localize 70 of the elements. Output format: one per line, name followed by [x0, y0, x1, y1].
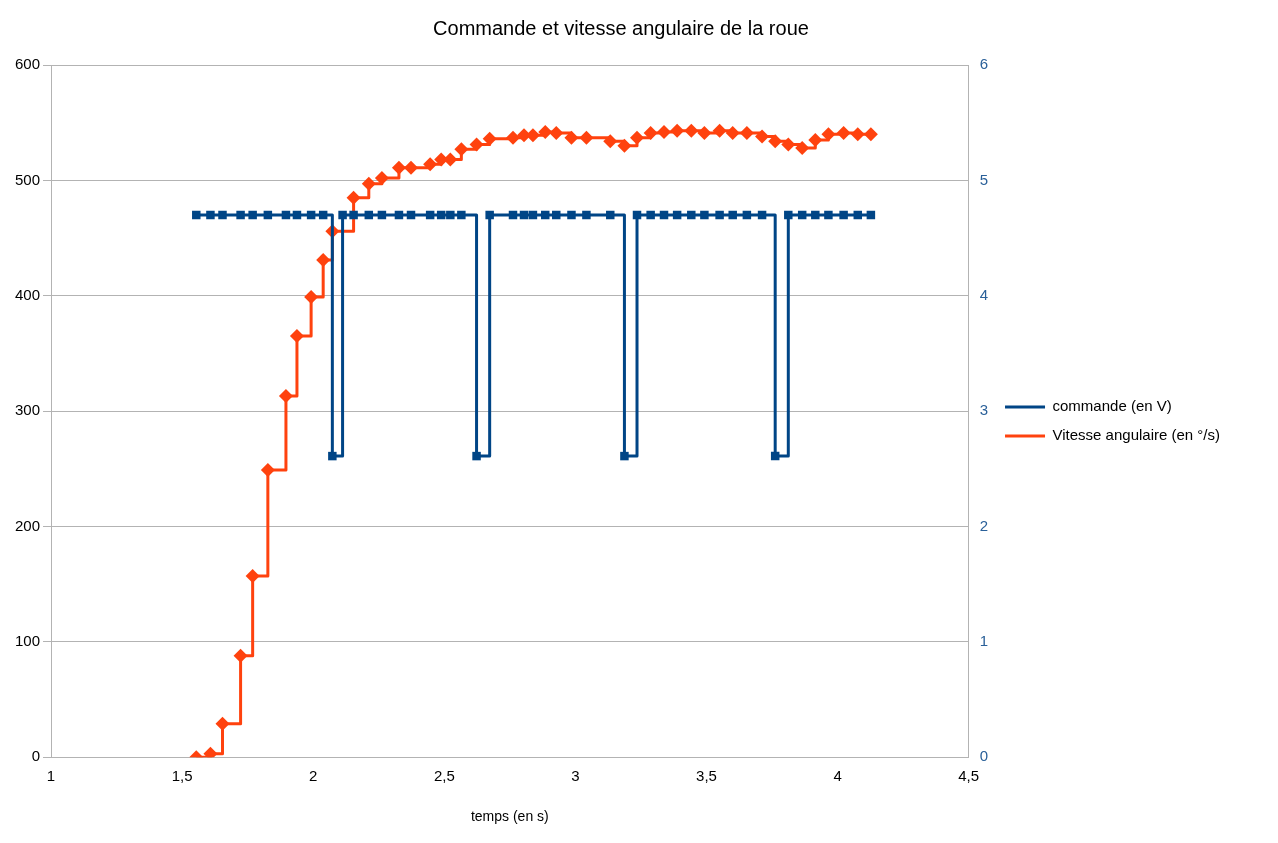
point: [316, 252, 331, 267]
point: [374, 171, 389, 186]
point: [538, 124, 553, 139]
x-tick-label: 1,5: [171, 767, 193, 785]
point: [203, 746, 218, 758]
y-tick-label: 200: [15, 516, 41, 534]
y2-tick-label: 6: [979, 55, 989, 73]
x-tick-label: 3: [571, 767, 580, 785]
point: [630, 130, 645, 145]
point: [404, 160, 419, 175]
y2-tick-label: 0: [979, 747, 989, 765]
x-tick-label: 4,5: [958, 767, 980, 785]
point: [643, 126, 658, 141]
point: [469, 137, 484, 152]
legend-label: commande (en V): [1052, 397, 1172, 415]
y-tick-label: 100: [15, 631, 41, 649]
legend-label: Vitesse angulaire (en °/s): [1052, 426, 1221, 444]
point: [278, 389, 293, 404]
point: [863, 127, 878, 142]
y2-tick-label: 4: [979, 285, 989, 303]
x-tick-label: 3,5: [696, 767, 717, 785]
point: [684, 123, 699, 138]
point: [781, 137, 796, 152]
point: [670, 123, 685, 138]
x-tick-label: 1: [46, 767, 56, 785]
x-tick-label: 2: [309, 767, 318, 785]
y-tick-label: 400: [15, 285, 41, 303]
point: [260, 462, 275, 477]
y2-tick-label: 1: [979, 631, 989, 649]
point: [603, 134, 618, 149]
point: [304, 289, 319, 304]
y-tick-label: 0: [31, 747, 41, 765]
point: [482, 131, 497, 146]
point: [361, 176, 376, 191]
point: [821, 127, 836, 142]
y-tick-label: 300: [15, 401, 41, 419]
point: [850, 127, 865, 142]
point: [245, 569, 260, 584]
point: [233, 648, 248, 663]
point: [346, 190, 361, 205]
x-axis-title: temps (en s): [470, 808, 549, 825]
point: [289, 329, 304, 344]
point: [795, 141, 810, 156]
x-tick-label: 4: [833, 767, 842, 785]
y2-tick-label: 5: [979, 170, 989, 188]
point: [768, 134, 783, 149]
chart-title: Commande et vitesse angulaire de la roue: [433, 16, 809, 39]
point: [564, 130, 579, 145]
point: [836, 126, 851, 141]
point: [808, 132, 823, 147]
y-tick-label: 500: [15, 170, 41, 188]
point: [549, 126, 564, 141]
point: [423, 157, 438, 172]
point: [725, 126, 740, 141]
point: [712, 123, 727, 138]
point: [454, 142, 469, 157]
point: [657, 124, 672, 139]
y2-tick-label: 2: [979, 516, 989, 534]
point: [215, 716, 230, 731]
point: [697, 126, 712, 141]
x-tick-label: 2,5: [433, 767, 455, 785]
point: [579, 130, 594, 145]
point: [755, 129, 770, 144]
y-tick-label: 600: [15, 55, 41, 73]
point: [506, 130, 520, 145]
point: [739, 126, 754, 141]
y2-tick-label: 3: [979, 401, 989, 419]
point: [391, 160, 406, 175]
point: [617, 138, 632, 153]
point: [443, 152, 458, 167]
